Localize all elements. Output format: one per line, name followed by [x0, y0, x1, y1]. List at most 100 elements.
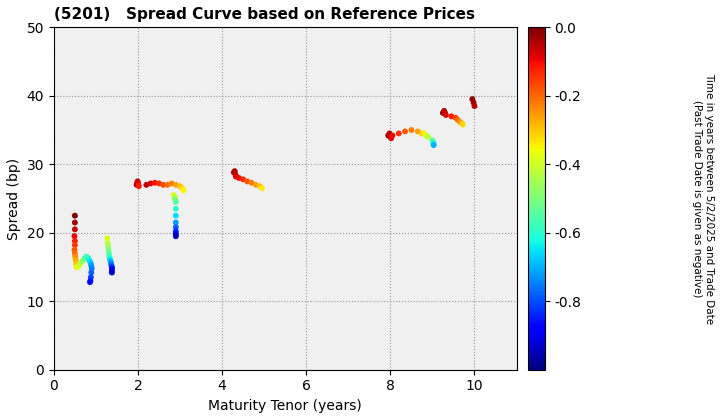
Point — [170, 199, 181, 205]
Point — [450, 114, 462, 121]
Text: (5201)   Spread Curve based on Reference Prices: (5201) Spread Curve based on Reference P… — [54, 7, 475, 22]
Point — [428, 139, 439, 146]
Point — [105, 260, 117, 267]
Point — [102, 240, 114, 247]
Point — [176, 185, 188, 192]
Point — [254, 183, 266, 189]
Point — [437, 110, 449, 116]
Point — [104, 255, 115, 262]
Point — [86, 265, 97, 272]
Point — [104, 253, 115, 260]
Point — [84, 258, 96, 265]
Point — [69, 219, 81, 226]
Point — [103, 247, 114, 253]
Point — [71, 260, 82, 267]
Point — [168, 192, 179, 199]
Point — [174, 183, 186, 189]
Point — [140, 181, 152, 188]
Point — [469, 103, 480, 110]
Point — [106, 267, 117, 274]
Point — [85, 274, 96, 281]
Point — [169, 195, 181, 202]
Point — [84, 279, 96, 286]
Point — [428, 140, 439, 147]
Point — [103, 250, 114, 257]
X-axis label: Maturity Tenor (years): Maturity Tenor (years) — [208, 399, 362, 413]
Point — [454, 118, 466, 125]
Point — [170, 224, 181, 231]
Point — [233, 175, 245, 181]
Point — [420, 132, 432, 139]
Point — [228, 169, 240, 176]
Point — [69, 212, 81, 219]
Point — [78, 255, 90, 262]
Point — [133, 183, 145, 189]
Point — [178, 187, 189, 194]
Point — [85, 277, 96, 284]
Point — [162, 181, 174, 188]
Point — [467, 96, 478, 102]
Point — [80, 253, 91, 260]
Point — [170, 197, 181, 203]
Point — [439, 110, 451, 116]
Point — [385, 135, 397, 142]
Point — [76, 258, 88, 265]
Point — [170, 219, 181, 226]
Point — [70, 253, 81, 260]
Point — [457, 121, 469, 128]
Y-axis label: Spread (bp): Spread (bp) — [7, 158, 21, 239]
Point — [85, 260, 96, 267]
Point — [105, 258, 117, 265]
Point — [149, 179, 161, 186]
Point — [384, 130, 395, 137]
Point — [423, 134, 434, 140]
Point — [170, 233, 181, 239]
Point — [170, 205, 181, 212]
Point — [456, 120, 467, 126]
Point — [229, 168, 240, 174]
Point — [384, 134, 396, 140]
Point — [438, 108, 450, 114]
Point — [170, 181, 181, 188]
Point — [393, 130, 405, 137]
Point — [405, 127, 417, 134]
Point — [132, 181, 144, 188]
Point — [102, 243, 114, 250]
Point — [158, 181, 169, 188]
Point — [166, 180, 177, 187]
Point — [238, 176, 249, 183]
Point — [106, 264, 117, 270]
Point — [416, 130, 428, 137]
Point — [170, 212, 181, 219]
Point — [230, 173, 242, 180]
Point — [428, 142, 439, 148]
Point — [382, 132, 394, 139]
Point — [131, 181, 143, 188]
Point — [73, 262, 85, 269]
Point — [153, 180, 165, 187]
Point — [69, 238, 81, 244]
Point — [400, 128, 411, 135]
Point — [418, 130, 430, 137]
Point — [446, 113, 457, 120]
Y-axis label: Time in years between 5/2/2025 and Trade Date
(Past Trade Date is given as negat: Time in years between 5/2/2025 and Trade… — [693, 73, 714, 324]
Point — [104, 257, 116, 263]
Point — [78, 257, 89, 263]
Point — [468, 99, 480, 106]
Point — [440, 112, 451, 118]
Point — [230, 171, 241, 178]
Point — [106, 269, 117, 276]
Point — [69, 242, 81, 249]
Point — [168, 194, 180, 200]
Point — [387, 132, 398, 139]
Point — [70, 257, 81, 263]
Point — [132, 179, 144, 186]
Point — [106, 262, 117, 269]
Point — [72, 264, 84, 270]
Point — [68, 233, 80, 239]
Point — [131, 180, 143, 187]
Point — [84, 257, 95, 263]
Point — [412, 128, 423, 135]
Point — [69, 250, 81, 257]
Point — [106, 265, 117, 272]
